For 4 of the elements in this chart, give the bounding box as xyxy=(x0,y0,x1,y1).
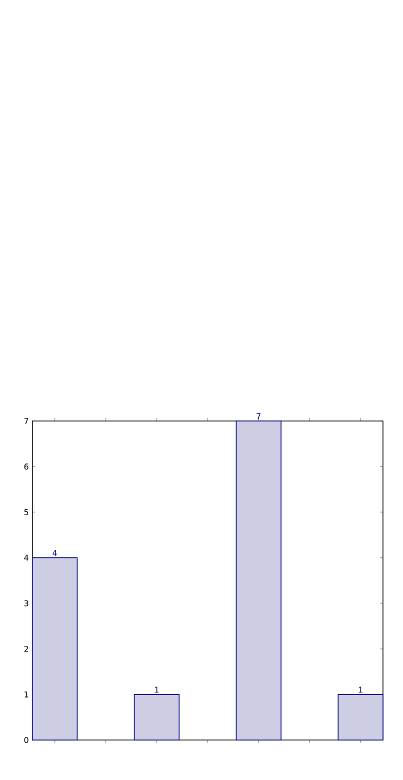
bar xyxy=(338,694,384,740)
bar xyxy=(32,557,78,740)
bar xyxy=(134,694,180,740)
bar xyxy=(236,420,282,740)
